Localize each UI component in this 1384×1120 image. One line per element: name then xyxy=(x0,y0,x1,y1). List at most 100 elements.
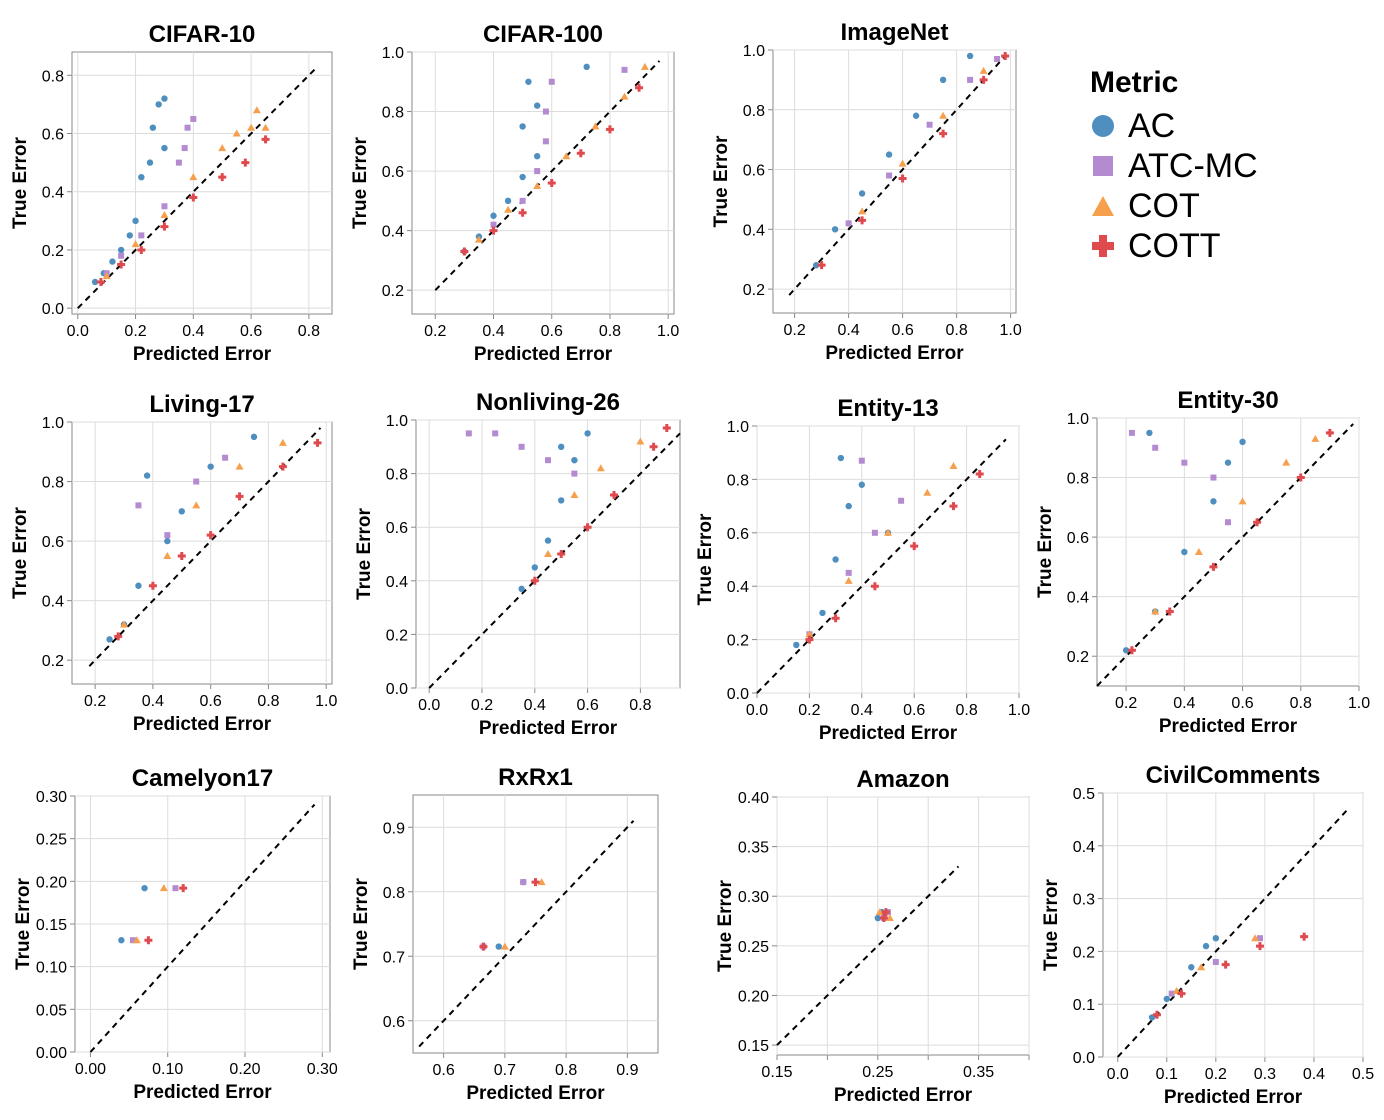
x-axis-label: Predicted Error xyxy=(834,1085,973,1106)
x-axis-label: Predicted Error xyxy=(479,718,618,739)
point-atc-mc xyxy=(994,55,1001,62)
y-tick-label: 0.8 xyxy=(1067,471,1089,488)
point-cott xyxy=(1325,428,1334,437)
point-ac xyxy=(874,914,881,922)
point-cott xyxy=(1001,51,1010,60)
x-tick-label: 0.6 xyxy=(200,693,222,710)
y-tick-label: 0.6 xyxy=(386,520,408,537)
point-cott xyxy=(858,216,867,225)
y-axis-label: True Error xyxy=(715,879,736,971)
point-cott xyxy=(179,884,188,893)
y-tick-label: 0.6 xyxy=(382,164,404,181)
x-tick-label: 0.15 xyxy=(761,1064,792,1081)
point-cot xyxy=(1251,934,1260,942)
point-ac xyxy=(858,481,865,488)
x-tick-label: 0.8 xyxy=(945,322,967,339)
y-tick-label: 0.4 xyxy=(42,594,64,611)
y-tick-label: 0.00 xyxy=(36,1045,67,1062)
y-tick-label: 0.4 xyxy=(743,222,765,239)
point-atc-mc xyxy=(164,532,171,539)
y-tick-label: 0.30 xyxy=(36,789,67,806)
point-ac xyxy=(495,943,502,950)
point-ac xyxy=(164,537,171,545)
x-tick-label: 1.0 xyxy=(1348,695,1370,712)
point-cot xyxy=(235,462,244,470)
point-cott xyxy=(1152,1010,1161,1019)
identity-line xyxy=(756,438,1007,694)
point-ac xyxy=(939,76,947,84)
chart-title: Camelyon17 xyxy=(132,765,273,792)
point-cot xyxy=(844,576,853,584)
y-tick-label: 0.15 xyxy=(36,917,67,934)
point-cott xyxy=(870,582,879,591)
point-atc-mc xyxy=(967,76,974,83)
identity-line xyxy=(89,803,316,1053)
point-atc-mc xyxy=(534,168,541,175)
point-ac xyxy=(178,508,185,515)
point-atc-mc xyxy=(172,885,179,892)
point-cot xyxy=(500,942,509,950)
point-cot xyxy=(252,106,261,114)
chart-panel: 0.0 0.1 0.2 0.3 0.4 0.5 0.0 0.1 0.2 0.3 0.4 0.5 Civi… xyxy=(1041,762,1374,1108)
point-atc-mc xyxy=(175,159,182,166)
point-cot xyxy=(504,205,513,213)
y-tick-label: 0.4 xyxy=(382,224,404,241)
y-axis-label: True Error xyxy=(13,877,34,969)
y-tick-label: 1.0 xyxy=(727,419,749,436)
x-tick-label: 0.2 xyxy=(1115,695,1137,712)
y-axis-label: True Error xyxy=(711,135,732,227)
point-ac xyxy=(571,457,578,464)
point-ac xyxy=(155,101,162,108)
y-tick-label: 0.35 xyxy=(738,840,769,857)
x-tick-label: 0.8 xyxy=(555,1062,577,1079)
point-atc-mc xyxy=(129,937,136,944)
legend: Metric AC ATC-MC COT COTT xyxy=(1090,66,1258,266)
point-cot xyxy=(278,438,287,446)
point-ac xyxy=(519,173,526,181)
chart-panel: 0.2 0.4 0.6 0.8 1.0 0.2 0.4 0.6 0.8 1.0 Living-17 P… xyxy=(10,391,337,735)
point-atc-mc xyxy=(193,478,200,485)
point-cott xyxy=(137,245,146,254)
chart-panel: 0.6 0.7 0.8 0.9 0.6 0.7 0.8 0.9 RxRx1 Predicted E… xyxy=(351,764,659,1104)
point-ac xyxy=(109,258,116,265)
x-tick-label: 0.35 xyxy=(963,1064,994,1081)
point-ac xyxy=(533,102,541,109)
x-tick-label: 0.4 xyxy=(524,697,546,714)
point-cot xyxy=(939,111,948,119)
y-tick-label: 0.9 xyxy=(383,820,405,837)
point-ac xyxy=(138,173,145,181)
x-tick-label: 1.0 xyxy=(999,322,1021,339)
square-icon xyxy=(1090,153,1116,179)
point-cott xyxy=(1255,942,1264,951)
point-cott xyxy=(805,635,814,644)
point-cott xyxy=(649,442,658,451)
x-tick-label: 0.6 xyxy=(541,323,563,340)
point-ac xyxy=(525,78,532,85)
y-tick-label: 0.5 xyxy=(1073,786,1095,803)
y-tick-label: 0.6 xyxy=(42,534,64,551)
y-tick-label: 0.2 xyxy=(727,633,749,650)
point-ac xyxy=(858,190,866,197)
chart-title: RxRx1 xyxy=(498,764,573,791)
point-cot xyxy=(132,936,141,944)
point-cott xyxy=(1127,646,1136,655)
point-cot xyxy=(474,235,483,243)
point-cot xyxy=(979,66,988,74)
point-cott xyxy=(939,129,948,138)
point-ac xyxy=(504,197,512,205)
legend-label-ac: AC xyxy=(1128,106,1176,145)
point-cot xyxy=(232,129,241,137)
point-cot xyxy=(218,144,227,152)
chart-panel: 0.00 0.10 0.20 0.30 0.00 0.05 0.10 0.15 0.20 0.25… xyxy=(13,765,338,1103)
point-cot xyxy=(261,123,270,131)
chart-title: Nonliving-26 xyxy=(476,389,620,416)
point-cott xyxy=(489,226,498,235)
triangle-icon xyxy=(1090,193,1116,219)
x-tick-label: 0.6 xyxy=(240,323,262,340)
point-ac xyxy=(544,537,552,544)
point-cott xyxy=(261,135,270,144)
y-tick-label: 0.1 xyxy=(1073,997,1095,1014)
chart-title: Entity-30 xyxy=(1177,387,1278,414)
point-cot xyxy=(1197,963,1206,971)
y-tick-label: 0.0 xyxy=(42,301,64,318)
